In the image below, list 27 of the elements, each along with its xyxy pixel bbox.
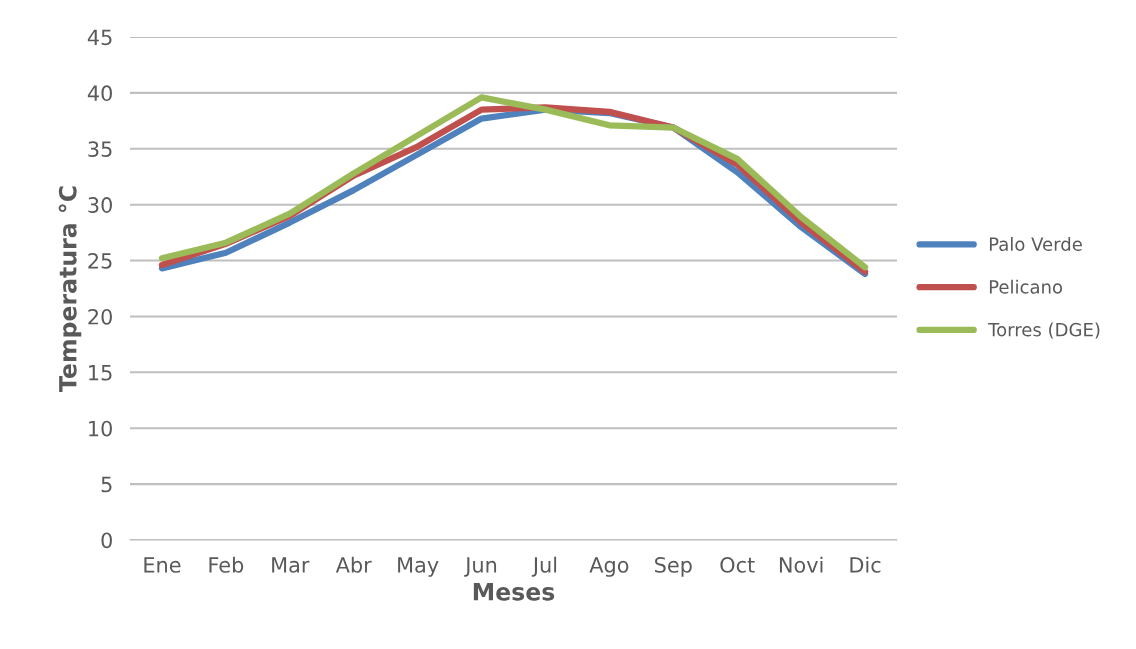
- y-tick-label: 0: [101, 532, 112, 549]
- x-axis-title: Meses: [473, 583, 555, 601]
- x-tick-label: May: [398, 557, 439, 577]
- y-tick-label: 20: [88, 308, 112, 325]
- y-tick-label: 10: [89, 420, 112, 437]
- y-tick-label: 5: [101, 476, 112, 493]
- y-tick-label: 25: [88, 253, 112, 269]
- y-tick-label: 15: [89, 365, 112, 381]
- x-tick-label: Novi: [779, 556, 823, 573]
- x-tick-label: Abr: [335, 556, 372, 573]
- x-tick-label: Ene: [144, 557, 181, 573]
- x-tick-label: Sep: [655, 557, 692, 577]
- legend-label: Pelicano: [989, 279, 1063, 294]
- x-tick-label: Ago: [589, 557, 629, 577]
- legend-label: Palo Verde: [989, 237, 1082, 251]
- y-tick-label: 30: [88, 197, 112, 213]
- x-tick-label: Dic: [850, 556, 881, 573]
- y-tick-label: 35: [88, 141, 112, 157]
- legend-label: Torres (DGE): [988, 322, 1100, 339]
- y-tick-label: 45: [87, 29, 112, 46]
- x-tick-label: Oct: [720, 557, 755, 573]
- x-tick-label: Feb: [209, 556, 244, 573]
- x-tick-label: Mar: [272, 557, 310, 573]
- x-tick-label: Jun: [464, 557, 497, 577]
- x-tick-label: Jul: [531, 556, 557, 577]
- y-tick-label: 40: [87, 85, 112, 102]
- y-axis-title: Temperatura °C: [58, 186, 82, 392]
